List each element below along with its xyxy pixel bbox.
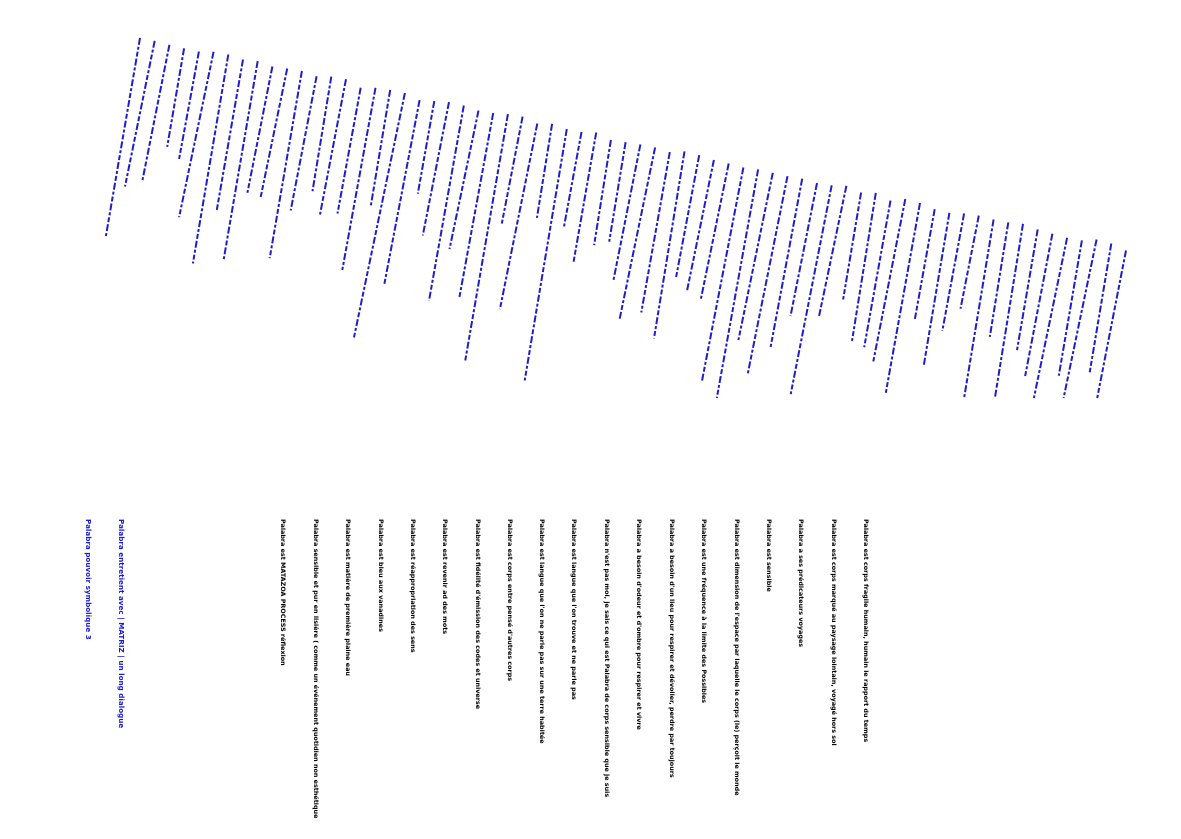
statement-line: Palabra est revenir ad des mots	[441, 519, 449, 634]
dashed-stroke	[1032, 237, 1069, 399]
dashed-stroke	[1057, 240, 1083, 376]
dashed-stroke	[993, 223, 1024, 399]
dashed-stroke	[1096, 250, 1127, 399]
statement-line: Palabra est langue que l'on trouve et ne…	[570, 519, 578, 700]
statement-line: Palabra est corps entre pensé d'autres c…	[506, 519, 514, 681]
dashed-stroke	[572, 132, 598, 262]
dashed-stroke	[789, 182, 818, 317]
dashed-stroke	[872, 198, 907, 362]
statement-line: Palabra est matière de première plaine e…	[344, 519, 352, 676]
dashed-stroke	[124, 40, 156, 187]
statement-line: Palabra est corps fragile humain, humain…	[862, 519, 870, 742]
statement-line: Palabra est MATAZOA PROCESS réflexion	[279, 519, 287, 666]
dashed-stroke	[458, 112, 495, 300]
dashed-stroke	[500, 116, 524, 224]
dashed-stroke	[498, 123, 539, 310]
dashed-stroke	[699, 163, 730, 301]
dashed-stroke	[640, 151, 671, 313]
statement-line: Palabra a besoin d'odeur et d'ombre pour…	[635, 519, 643, 731]
dashed-stroke	[1062, 239, 1098, 399]
dashed-stroke	[222, 60, 259, 260]
dashed-stroke	[612, 144, 642, 281]
heading-1: Palabra pouvoir symbolique 3	[84, 519, 93, 640]
dashed-stroke	[353, 92, 406, 338]
vertical-text-block: Palabra pouvoir symbolique 3 Palabra ent…	[84, 519, 870, 819]
dashed-stroke	[421, 101, 450, 236]
dashed-stroke	[448, 110, 480, 250]
dashed-stroke	[653, 151, 686, 339]
dashed-stroke	[1016, 229, 1039, 351]
dashed-stroke	[851, 192, 877, 342]
dashed-stroke	[319, 79, 347, 215]
dashed-stroke	[922, 212, 951, 366]
statement-line: Palabra a ses prédicateurs voyages	[797, 519, 805, 647]
dashed-stroke	[246, 66, 274, 193]
dashed-stroke	[715, 169, 760, 399]
dashed-stroke	[842, 192, 863, 300]
dashed-stroke	[178, 51, 200, 160]
statement-line: Palabra sensible et pur en lisière ( com…	[312, 519, 320, 819]
dashed-stroke	[341, 87, 377, 271]
statement-line: Palabra a besoin d'un lieu pour respirer…	[668, 519, 676, 778]
statement-line: Palabra est fidélité d'émission des code…	[474, 519, 482, 710]
statement-line: Palabra est une fréquence à la limite de…	[700, 519, 708, 703]
statement-line: Palabra est réappropriation des sens	[409, 519, 417, 653]
dashed-stroke	[737, 172, 774, 341]
dashed-stroke	[593, 139, 612, 246]
dashed-stroke	[523, 128, 568, 381]
dashed-stroke	[674, 155, 701, 279]
dashed-stroke	[863, 200, 892, 348]
dashed-stroke	[963, 219, 995, 399]
dashed-stroke	[535, 123, 554, 219]
dashed-stroke	[685, 159, 715, 292]
statement-line: Palabra est sensible	[765, 519, 773, 592]
dashed-stroke	[104, 37, 141, 239]
dashed-stroke	[941, 213, 966, 332]
dashed-stroke	[369, 89, 392, 207]
dashed-stroke	[1023, 233, 1054, 379]
dashed-stroke-field	[104, 37, 1127, 399]
dashed-stroke	[428, 105, 465, 301]
dashed-stroke	[789, 185, 833, 395]
dashed-stroke	[289, 76, 318, 211]
dashed-stroke	[608, 142, 627, 242]
dashed-stroke	[562, 131, 583, 228]
dashed-stroke	[1088, 243, 1113, 373]
dashed-stroke	[416, 100, 436, 194]
heading-2: Palabra entretient avec | MATRIZ | un lo…	[116, 519, 126, 728]
dashed-stroke	[336, 87, 362, 214]
statement-line: Palabra n'est pas moi, je sais ce qui es…	[603, 519, 611, 797]
statement-line: Palabra est dimension de l'espace par la…	[733, 519, 741, 796]
dashed-stroke	[215, 59, 244, 211]
dashed-stroke	[959, 215, 980, 309]
dashed-stroke	[700, 167, 745, 383]
dashed-stroke	[166, 48, 186, 147]
dashed-stroke	[311, 76, 333, 192]
statement-line: Palabra est langue que l'on ne parle pas…	[538, 519, 546, 744]
dashed-stroke	[818, 185, 848, 317]
dashed-stroke	[884, 202, 921, 393]
statement-line: Palabra est bleu aux vanadines	[377, 519, 385, 632]
dashed-stroke	[746, 176, 789, 376]
dashed-stroke	[769, 178, 804, 348]
statement-line: Palabra est corps marqué au paysage loin…	[830, 519, 838, 746]
dashed-stroke	[383, 99, 421, 285]
dashed-stroke	[259, 68, 289, 198]
dashed-stroke	[988, 222, 1010, 338]
dashed-stroke	[268, 70, 303, 259]
dashed-stroke	[913, 209, 936, 320]
dashed-stroke	[178, 51, 215, 218]
dashed-stroke	[618, 147, 657, 319]
dashed-stroke	[191, 54, 230, 264]
dashed-stroke	[141, 44, 171, 181]
